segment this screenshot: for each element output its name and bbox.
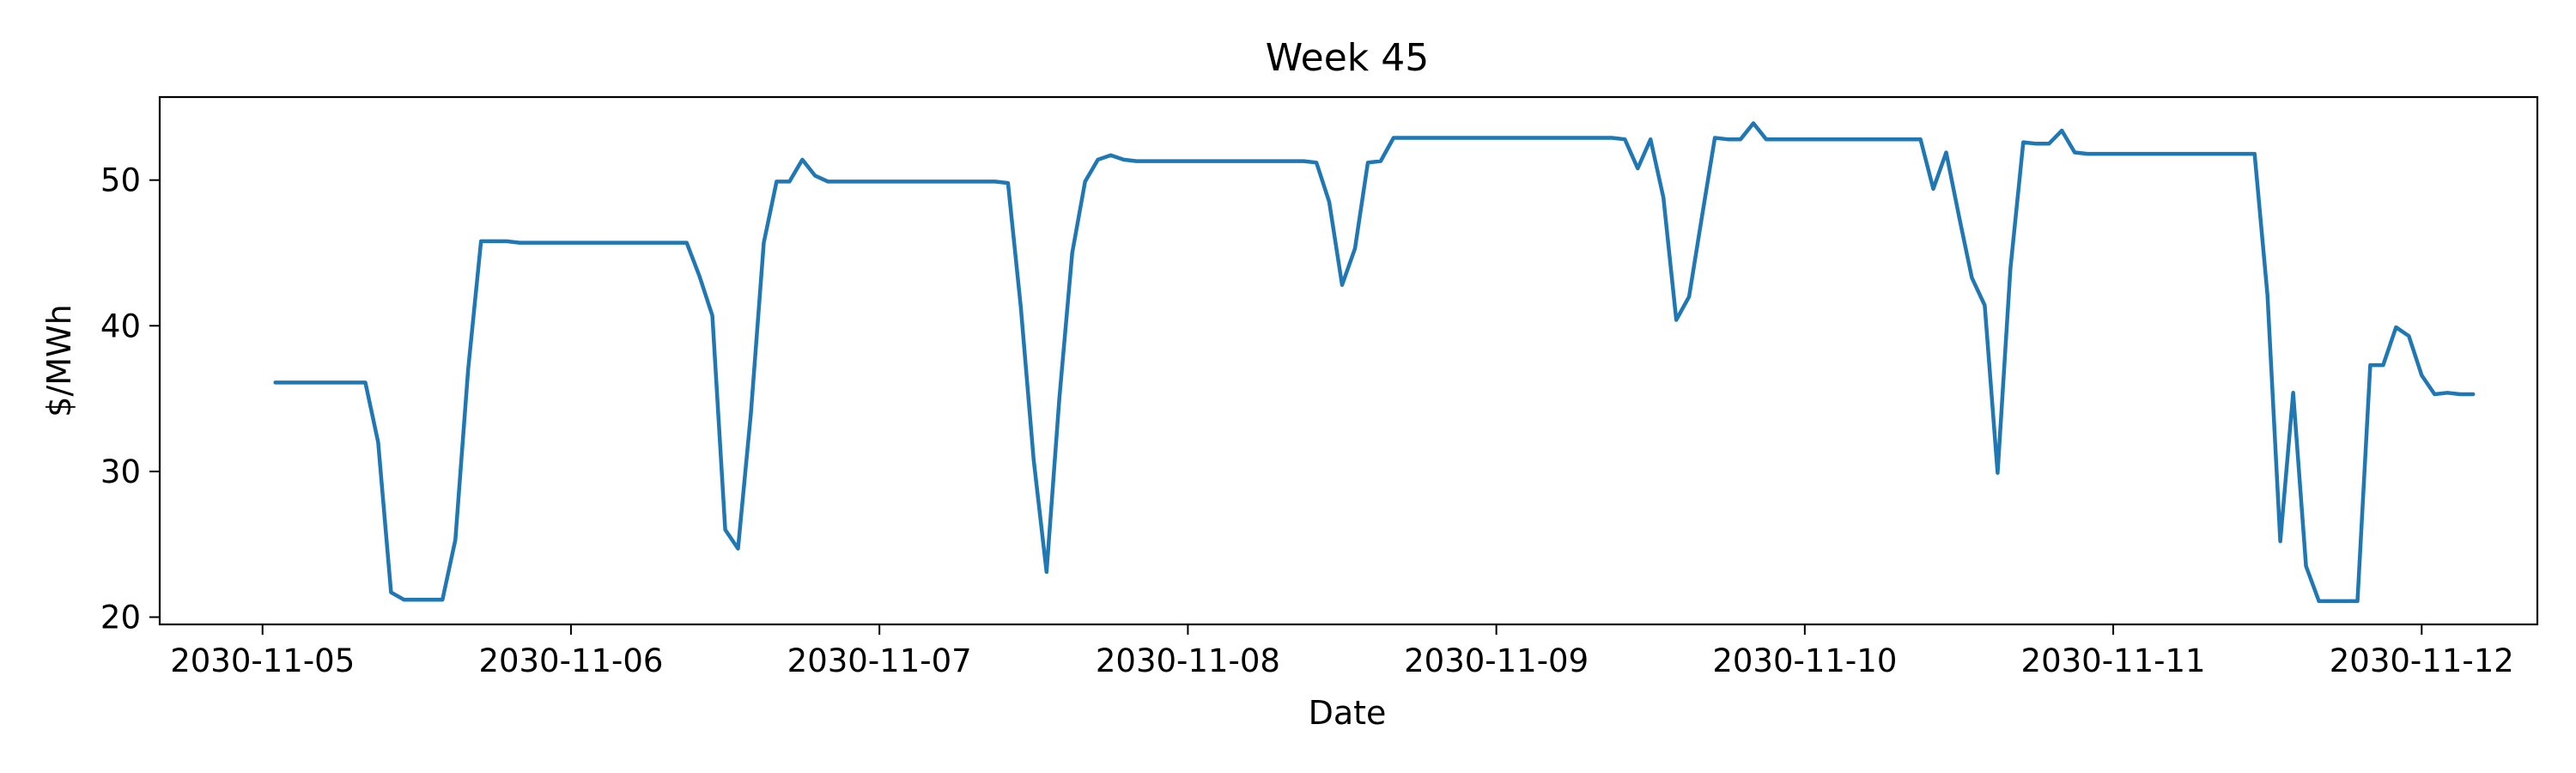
y-tick-label: 50	[100, 162, 141, 199]
y-tick-label: 40	[100, 307, 141, 344]
x-tick-label: 2030-11-06	[478, 642, 663, 679]
y-tick-label: 20	[100, 600, 141, 636]
x-tick-label: 2030-11-11	[2021, 642, 2206, 679]
y-axis: 20 30 40 50	[100, 162, 160, 636]
plot-area	[273, 121, 2476, 604]
x-tick-label: 2030-11-05	[170, 642, 355, 679]
x-tick-label: 2030-11-09	[1404, 642, 1589, 679]
x-tick-label: 2030-11-07	[787, 642, 972, 679]
x-axis-label: Date	[1309, 694, 1387, 732]
x-tick-label: 2030-11-12	[2330, 642, 2514, 679]
x-tick-label: 2030-11-10	[1712, 642, 1897, 679]
x-tick-label: 2030-11-08	[1096, 642, 1280, 679]
plot-frame	[158, 95, 2539, 626]
y-tick-label: 30	[100, 453, 141, 490]
x-axis: 2030-11-05 2030-11-06 2030-11-07 2030-11-08…	[170, 624, 2514, 679]
series-line-0	[273, 121, 2476, 604]
chart-title: Week 45	[1266, 36, 1430, 80]
y-axis-label: $/MWh	[40, 304, 78, 417]
